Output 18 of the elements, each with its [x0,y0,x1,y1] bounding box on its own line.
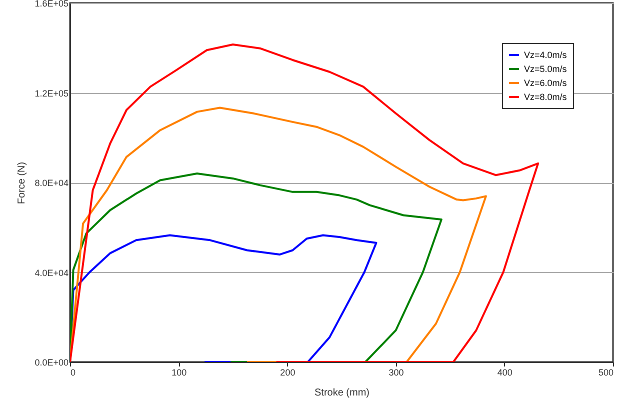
y-tick-label: 1.2E+05 [34,88,68,98]
legend-label: Vz=6.0m/s [524,78,568,88]
x-tick-label: 400 [497,368,512,378]
y-tick-label: 0.0E+00 [34,358,68,368]
legend-label: Vz=8.0m/s [524,92,568,102]
y-tick-label: 1.6E+05 [34,0,68,8]
y-tick-label: 8.0E+04 [34,178,68,188]
x-tick-label: 0 [70,368,76,378]
legend-label: Vz=5.0m/s [524,64,568,74]
y-axis-title: Force (N) [16,162,28,204]
x-axis-title: Stroke (mm) [314,388,370,398]
line-series [70,106,487,362]
x-tick-label: 500 [598,368,614,378]
x-tick-label: 200 [280,368,296,378]
x-tick-label: 300 [388,368,404,378]
y-tick-label: 4.0E+04 [34,268,68,278]
legend-label: Vz=4.0m/s [524,50,568,60]
x-tick-label: 100 [172,368,187,378]
